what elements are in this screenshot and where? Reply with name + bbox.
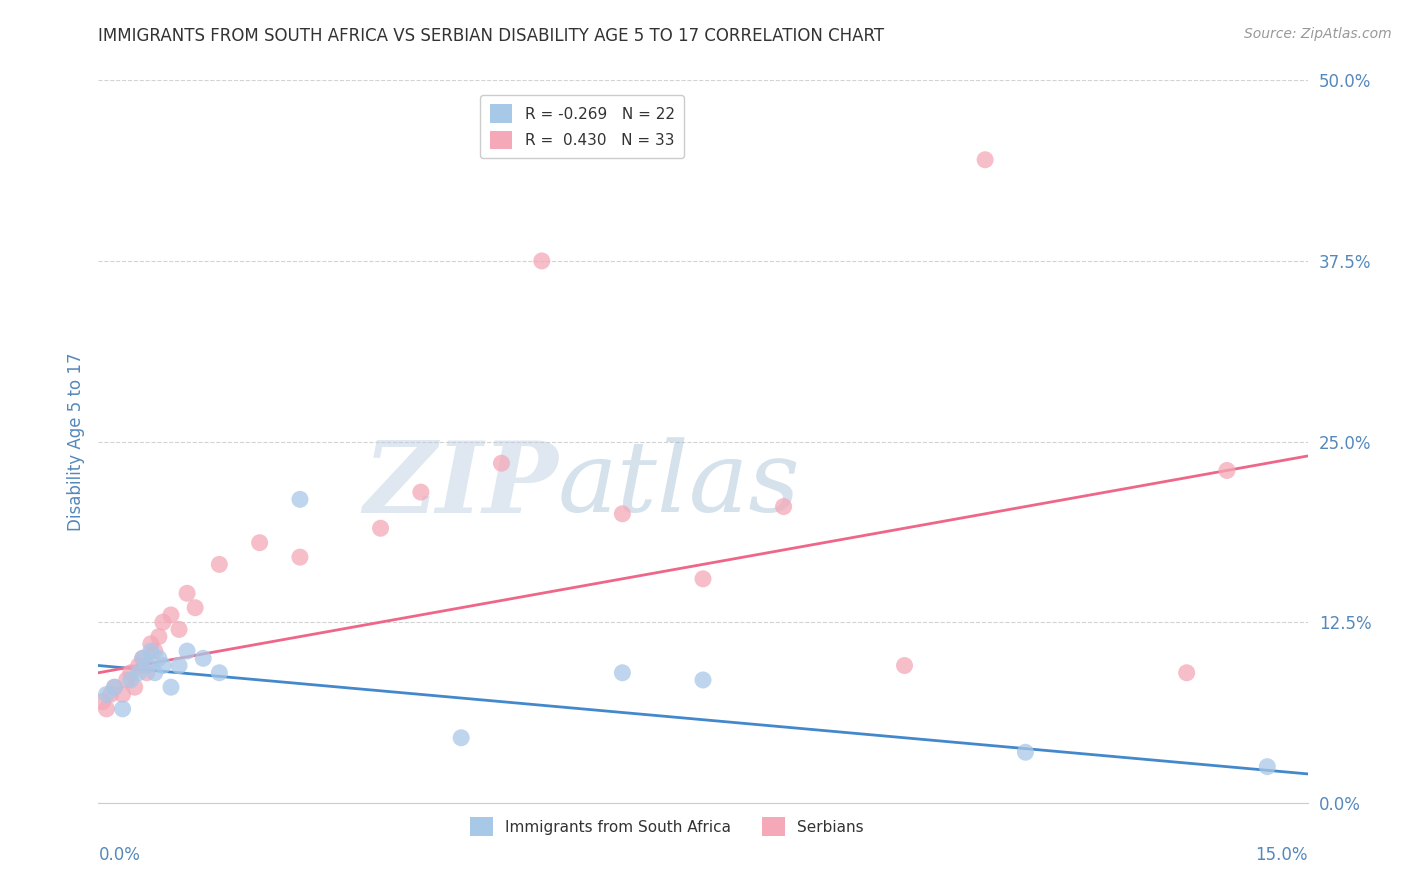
Point — [450, 731, 472, 745]
Point — [1216, 463, 1239, 477]
Point — [1256, 760, 1278, 774]
Text: ZIP: ZIP — [363, 437, 558, 533]
Point — [143, 644, 166, 658]
Text: Source: ZipAtlas.com: Source: ZipAtlas.com — [1244, 27, 1392, 41]
Text: 15.0%: 15.0% — [1256, 847, 1308, 864]
Point — [530, 253, 553, 268]
Text: IMMIGRANTS FROM SOUTH AFRICA VS SERBIAN DISABILITY AGE 5 TO 17 CORRELATION CHART: IMMIGRANTS FROM SOUTH AFRICA VS SERBIAN … — [98, 27, 884, 45]
Point — [132, 651, 155, 665]
Point — [612, 507, 634, 521]
Point — [132, 651, 155, 665]
Point — [1014, 745, 1036, 759]
Y-axis label: Disability Age 5 to 17: Disability Age 5 to 17 — [66, 352, 84, 531]
Point — [160, 607, 183, 622]
Point — [96, 687, 118, 701]
Point — [772, 500, 794, 514]
Point — [249, 535, 271, 549]
Point — [974, 153, 997, 167]
Point — [111, 702, 134, 716]
Point — [128, 658, 150, 673]
Point — [148, 651, 170, 665]
Point — [120, 665, 142, 680]
Point — [893, 658, 915, 673]
Point — [124, 680, 146, 694]
Point — [167, 658, 190, 673]
Point — [176, 644, 198, 658]
Point — [692, 572, 714, 586]
Point — [491, 456, 513, 470]
Point — [111, 687, 134, 701]
Point — [1175, 665, 1198, 680]
Point — [409, 485, 432, 500]
Point — [139, 644, 162, 658]
Point — [96, 702, 118, 716]
Point — [692, 673, 714, 687]
Point — [160, 680, 183, 694]
Point — [208, 558, 231, 572]
Point — [167, 623, 190, 637]
Point — [208, 665, 231, 680]
Point — [120, 673, 142, 687]
Legend: Immigrants from South Africa, Serbians: Immigrants from South Africa, Serbians — [464, 811, 869, 842]
Text: 0.0%: 0.0% — [98, 847, 141, 864]
Point — [135, 665, 157, 680]
Point — [91, 695, 114, 709]
Point — [184, 600, 207, 615]
Point — [370, 521, 392, 535]
Text: atlas: atlas — [558, 437, 800, 533]
Point — [612, 665, 634, 680]
Point — [135, 658, 157, 673]
Point — [103, 680, 125, 694]
Point — [152, 615, 174, 630]
Point — [288, 550, 311, 565]
Point — [193, 651, 215, 665]
Point — [128, 665, 150, 680]
Point — [148, 630, 170, 644]
Point — [143, 665, 166, 680]
Point — [288, 492, 311, 507]
Point — [103, 680, 125, 694]
Point — [176, 586, 198, 600]
Point — [115, 673, 138, 687]
Point — [152, 658, 174, 673]
Point — [139, 637, 162, 651]
Point — [100, 687, 122, 701]
